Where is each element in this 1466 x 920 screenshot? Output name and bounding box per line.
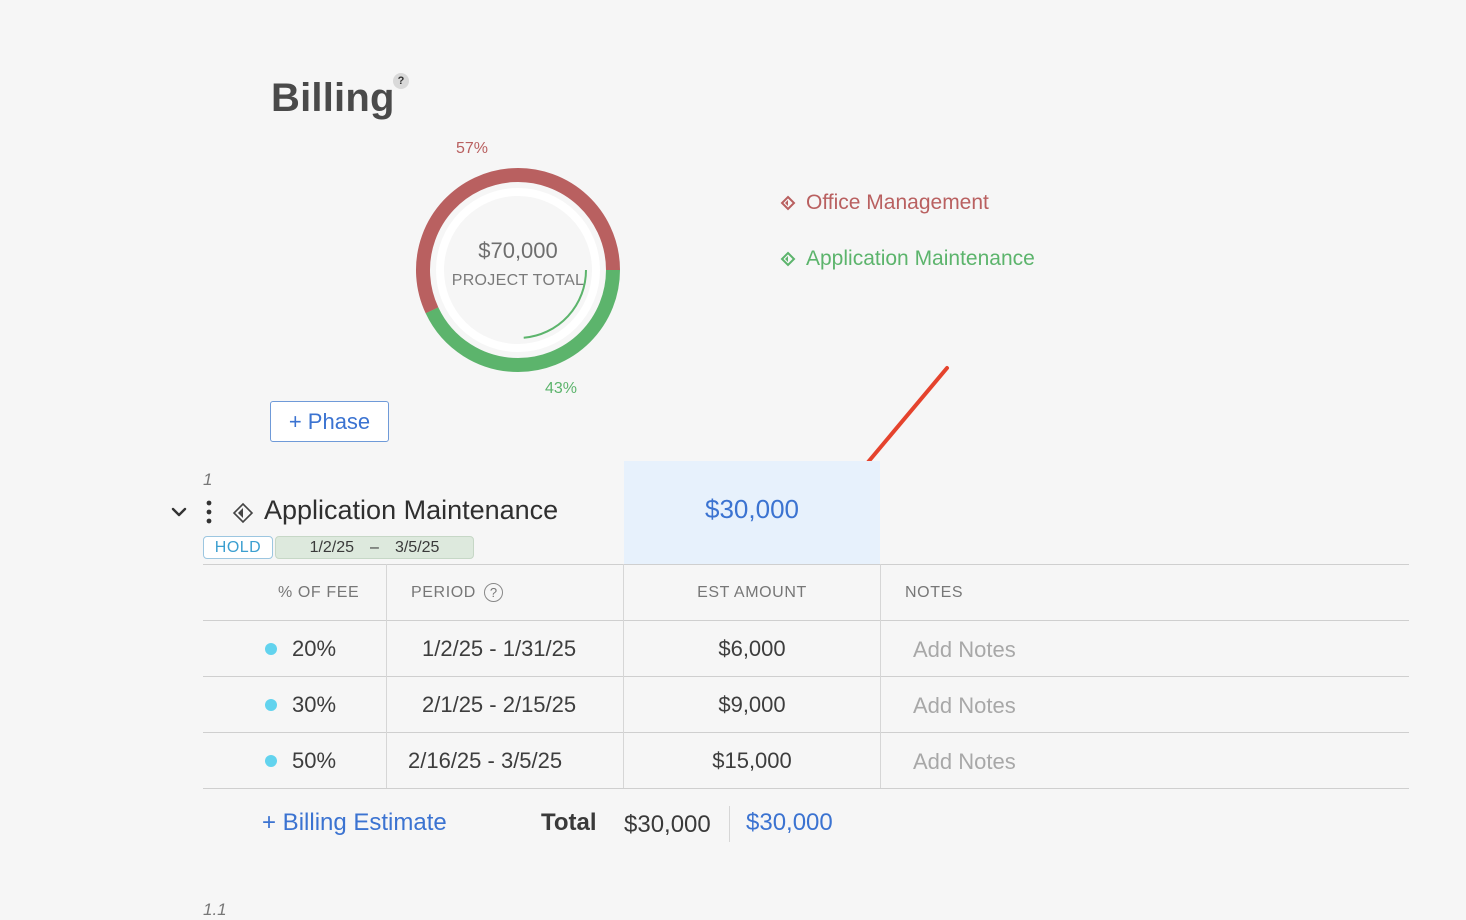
status-badge[interactable]: HOLD <box>203 536 273 559</box>
table-divider <box>203 564 1409 565</box>
column-header-period: PERIOD <box>411 584 476 601</box>
row-period[interactable]: 2/16/25 - 3/5/25 <box>408 748 563 773</box>
donut-chart <box>416 168 620 372</box>
page-title: Billing <box>271 76 395 120</box>
add-billing-estimate-button[interactable]: + Billing Estimate <box>262 809 447 836</box>
table-divider <box>203 620 1409 621</box>
row-period[interactable]: 1/2/25 - 1/31/25 <box>422 636 577 661</box>
row-fee[interactable]: 50% <box>292 748 337 773</box>
total-label: Total <box>541 809 597 836</box>
row-amount[interactable]: $6,000 <box>718 636 786 661</box>
phase-amount[interactable]: $30,000 <box>705 494 799 524</box>
row-amount[interactable]: $15,000 <box>712 748 792 773</box>
status-dot-icon <box>265 699 277 711</box>
add-phase-button[interactable]: + Phase <box>270 401 389 442</box>
billing-table: % OF FEE PERIOD ? EST AMOUNT NOTES 20% 1… <box>203 564 1409 789</box>
legend-label: Office Management <box>806 191 989 214</box>
row-period[interactable]: 2/1/25 - 2/15/25 <box>422 692 577 717</box>
date-separator: – <box>370 538 379 556</box>
donut-segment-application <box>416 168 620 372</box>
column-header-est-amount: EST AMOUNT <box>697 584 807 601</box>
more-options-icon[interactable] <box>205 500 213 524</box>
donut-inner-progress <box>449 201 587 339</box>
total-estimate: $30,000 <box>624 811 711 838</box>
row-notes[interactable]: Add Notes <box>913 637 1016 662</box>
row-fee[interactable]: 20% <box>292 636 337 661</box>
phase-date-range[interactable]: 1/2/25 – 3/5/25 <box>275 536 474 559</box>
column-divider <box>623 564 624 788</box>
project-total-label: PROJECT TOTAL <box>451 272 585 289</box>
phase-diamond-icon <box>780 195 796 211</box>
total-divider <box>729 806 730 842</box>
total-fee: $30,000 <box>746 809 833 836</box>
phase-diamond-icon <box>780 251 796 267</box>
help-icon[interactable]: ? <box>393 73 409 89</box>
row-amount[interactable]: $9,000 <box>718 692 786 717</box>
status-dot-icon <box>265 755 277 767</box>
legend-label: Application Maintenance <box>806 247 1035 270</box>
column-header-fee: % OF FEE <box>278 584 360 601</box>
row-notes[interactable]: Add Notes <box>913 693 1016 718</box>
status-dot-icon <box>265 643 277 655</box>
row-notes[interactable]: Add Notes <box>913 749 1016 774</box>
chevron-down-icon[interactable] <box>170 503 188 521</box>
period-help-icon[interactable]: ? <box>484 583 503 602</box>
row-fee[interactable]: 30% <box>292 692 337 717</box>
legend-item-office-management[interactable]: Office Management <box>780 191 989 215</box>
donut-percent-application: 43% <box>545 380 578 397</box>
phase-number: 1 <box>203 470 213 489</box>
phase-start-date: 1/2/25 <box>309 538 355 556</box>
phase-name[interactable]: Application Maintenance <box>264 495 559 525</box>
table-divider <box>203 732 1409 733</box>
phase-amount-highlight <box>624 461 880 564</box>
phase-diamond-icon <box>232 502 254 524</box>
donut-inner-track <box>436 188 600 352</box>
phase-end-date: 3/5/25 <box>394 538 440 556</box>
column-divider <box>386 564 387 788</box>
column-header-notes: NOTES <box>905 584 964 601</box>
legend-item-application-maintenance[interactable]: Application Maintenance <box>780 247 1035 271</box>
donut-center: $70,000 PROJECT TOTAL <box>418 238 618 290</box>
next-phase-number: 1.1 <box>203 900 227 919</box>
donut-percent-office: 57% <box>456 140 489 157</box>
project-total-value: $70,000 <box>478 238 558 263</box>
table-divider <box>203 788 1409 789</box>
table-divider <box>203 676 1409 677</box>
column-divider <box>880 564 881 788</box>
